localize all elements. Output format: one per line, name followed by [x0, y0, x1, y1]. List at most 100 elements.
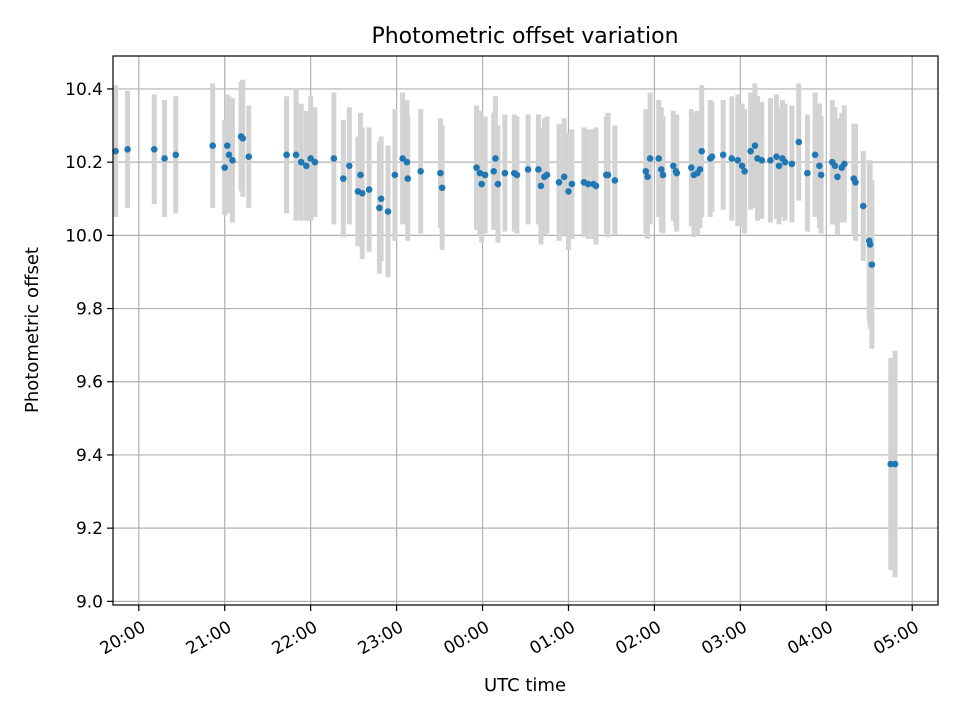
data-point — [773, 153, 780, 160]
data-point — [568, 180, 576, 188]
data-point — [775, 162, 783, 170]
data-point — [223, 142, 231, 149]
data-point — [659, 171, 667, 179]
data-point — [642, 167, 650, 175]
x-axis-label: UTC time — [484, 675, 566, 696]
data-point — [297, 158, 305, 166]
grid — [113, 56, 938, 605]
data-point — [859, 202, 867, 210]
data-point — [365, 186, 373, 193]
data-point — [524, 166, 532, 173]
data-point — [719, 151, 727, 159]
data-point — [767, 157, 774, 164]
data-point — [852, 178, 859, 186]
data-point — [655, 155, 663, 162]
data-point — [481, 171, 489, 179]
data-point — [834, 173, 841, 181]
data-point — [611, 177, 619, 184]
data-point — [150, 146, 158, 153]
data-point — [501, 169, 509, 177]
data-point — [476, 169, 484, 177]
data-point — [161, 155, 168, 162]
data-point — [221, 164, 229, 171]
data-point — [817, 171, 825, 179]
data-point — [708, 153, 716, 160]
data-point — [816, 162, 823, 170]
data-point — [292, 151, 300, 159]
data-point — [811, 151, 819, 159]
data-point — [644, 173, 651, 181]
y-tick-label: 9.2 — [76, 519, 103, 539]
data-point — [584, 180, 592, 188]
data-point — [490, 167, 498, 175]
y-tick-label: 9.0 — [76, 592, 103, 612]
data-point — [303, 162, 310, 170]
data-point — [866, 241, 874, 248]
data-point — [741, 167, 748, 175]
data-point — [543, 171, 551, 179]
data-point — [391, 171, 399, 179]
data-point — [868, 261, 876, 268]
data-point — [473, 164, 480, 171]
data-point — [437, 169, 444, 177]
data-point — [537, 182, 545, 190]
data-point — [696, 166, 704, 173]
data-point — [795, 138, 803, 146]
data-point — [492, 155, 499, 162]
data-point — [738, 162, 746, 170]
data-point — [781, 158, 789, 166]
data-point — [560, 173, 568, 181]
data-point — [758, 157, 766, 164]
data-point — [804, 169, 811, 177]
data-point — [751, 142, 759, 149]
data-point — [438, 184, 446, 192]
data-point — [209, 142, 216, 149]
data-point — [565, 188, 572, 195]
data-point — [555, 178, 563, 186]
data-point — [384, 208, 392, 215]
data-point — [788, 160, 796, 168]
y-tick-label: 10.0 — [65, 226, 103, 246]
data-point — [377, 195, 385, 203]
data-points — [112, 133, 899, 468]
data-point — [307, 155, 314, 162]
data-point — [376, 204, 383, 212]
y-tick-label: 10.2 — [65, 153, 103, 173]
y-tick-label: 9.4 — [76, 446, 103, 466]
data-point — [417, 167, 424, 175]
data-point — [245, 153, 253, 160]
y-tick-label: 9.8 — [76, 300, 103, 320]
data-point — [604, 171, 612, 179]
data-point — [399, 155, 406, 162]
y-axis-ticks: 9.0 9.2 9.4 9.6 9.8 10.0 10.2 10.4 — [65, 80, 113, 612]
data-point — [670, 162, 677, 170]
chart-title: Photometric offset variation — [371, 24, 678, 49]
data-point — [513, 171, 521, 179]
data-point — [346, 162, 353, 170]
data-point — [698, 147, 705, 155]
data-point — [728, 155, 736, 162]
data-point — [494, 180, 502, 188]
data-point — [283, 151, 290, 159]
data-point — [311, 158, 319, 166]
data-point — [478, 180, 485, 188]
data-point — [535, 166, 542, 173]
data-point — [734, 157, 742, 164]
data-point — [747, 147, 754, 155]
data-point — [124, 146, 131, 153]
data-point — [688, 164, 695, 171]
y-tick-label: 9.6 — [76, 373, 103, 393]
data-point — [330, 155, 338, 162]
data-point — [592, 182, 600, 190]
data-point — [225, 151, 233, 159]
data-point — [841, 160, 848, 168]
data-point — [172, 151, 180, 159]
y-axis-label: Photometric offset — [22, 247, 43, 413]
y-tick-label: 10.4 — [65, 80, 103, 100]
data-point — [403, 158, 411, 166]
plot-frame — [112, 55, 939, 606]
data-point — [229, 157, 236, 164]
data-point — [404, 175, 412, 182]
data-point — [239, 135, 247, 142]
